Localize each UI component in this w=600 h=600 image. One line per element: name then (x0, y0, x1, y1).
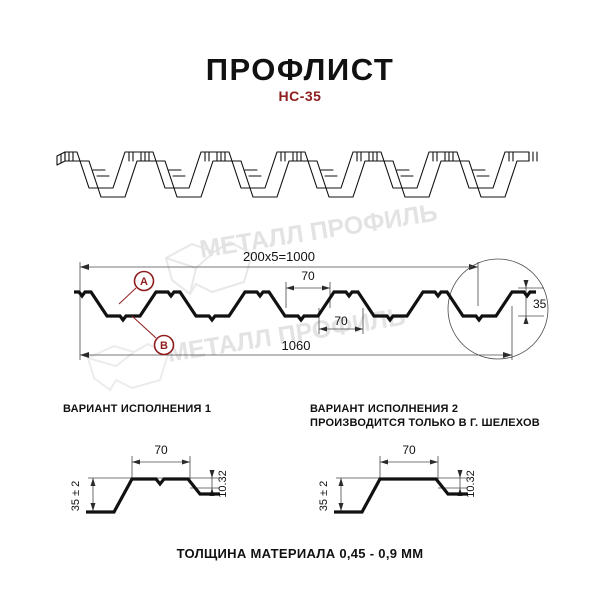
isometric-sheet-view (56, 151, 538, 198)
variant1-caption: ВАРИАНТ ИСПОЛНЕНИЯ 1 (63, 403, 212, 415)
variant2-dim-width: 70 (402, 443, 416, 457)
page-subtitle: НС-35 (278, 88, 322, 104)
dim-flange-top-label: 70 (301, 269, 315, 283)
page-title: ПРОФЛИСТ (205, 52, 395, 87)
dim-bottom-label: 1060 (282, 338, 311, 353)
watermark-logo (164, 240, 254, 296)
variant1-dim-width: 70 (154, 443, 168, 457)
callout-b: B (131, 315, 175, 356)
dim-top-label: 200x5=1000 (243, 249, 315, 264)
variant2-dim-thin: 10.32 (465, 470, 477, 498)
footer-thickness-note: ТОЛЩИНА МАТЕРИАЛА 0,45 - 0,9 ММ (176, 546, 424, 561)
variant1-drawing: 70 10.32 35 ± 2 (70, 443, 229, 514)
variant2-dim-height: 35 ± 2 (318, 481, 330, 512)
dim-flange-bottom-label: 70 (334, 314, 348, 328)
variant2-caption-line1: ВАРИАНТ ИСПОЛНЕНИЯ 2 (310, 403, 459, 415)
callout-a-label: A (140, 276, 148, 288)
variant1-dim-height: 35 ± 2 (70, 481, 82, 512)
variant2-drawing: 70 10.32 35 ± 2 (318, 443, 477, 514)
callout-a: A (118, 270, 155, 305)
dim-height-label: 35 (533, 297, 547, 311)
main-profile-drawing: 70 70 35 (74, 249, 549, 360)
variant1-dim-thin: 10.32 (217, 470, 229, 498)
callout-b-label: B (160, 340, 168, 352)
variant2-caption-line2: ПРОИЗВОДИТСЯ ТОЛЬКО В Г. ШЕЛЕХОВ (310, 417, 540, 429)
